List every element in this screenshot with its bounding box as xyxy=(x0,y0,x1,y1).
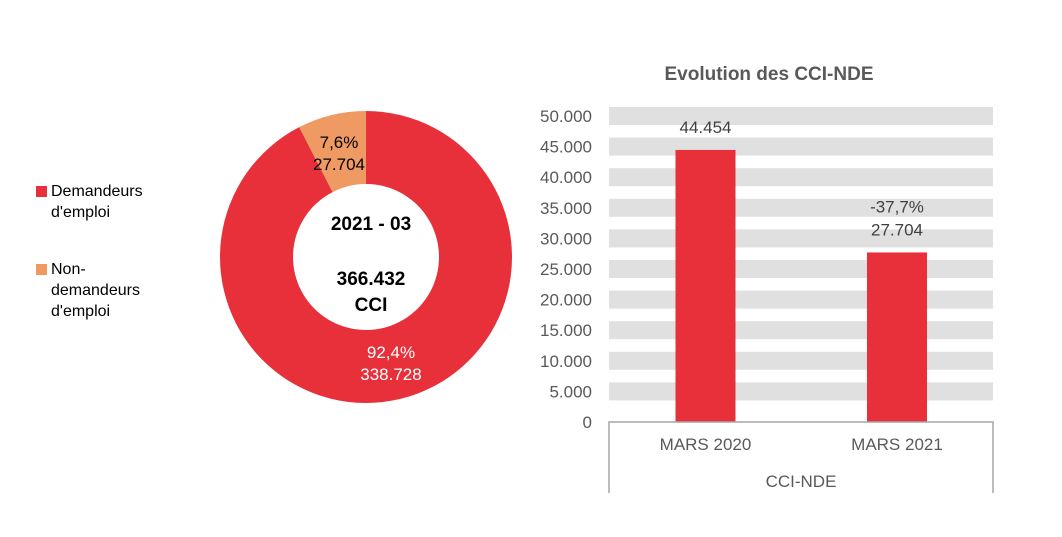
gridline-band xyxy=(609,260,993,278)
gridline-band xyxy=(609,107,993,125)
donut-center-date: 2021 - 03 xyxy=(331,214,411,235)
bar xyxy=(867,252,927,422)
y-tick-label: 40.000 xyxy=(540,168,592,187)
donut-slice xyxy=(299,111,366,193)
legend-swatch xyxy=(36,264,47,275)
legend-label: Non-demandeurs d'emploi xyxy=(51,261,140,320)
slice-percent-label: 92,4% xyxy=(367,343,415,362)
x-tick-label: MARS 2020 xyxy=(660,435,752,454)
bar-value-label: 44.454 xyxy=(680,118,732,137)
slice-percent-label: 7,6% xyxy=(320,133,359,152)
y-tick-label: 15.000 xyxy=(540,321,592,340)
y-tick-label: 35.000 xyxy=(540,199,592,218)
gridline-band xyxy=(609,351,993,370)
y-tick-label: 0 xyxy=(583,413,592,432)
gridline-band xyxy=(609,382,993,401)
gridline-band xyxy=(609,321,993,340)
gridline-band xyxy=(609,229,993,248)
slice-value-label: 27.704 xyxy=(313,155,365,174)
bar xyxy=(675,149,736,422)
donut-center-total: 366.432 xyxy=(337,269,406,290)
y-tick-label: 45.000 xyxy=(540,138,592,157)
bar-change-label: -37,7% xyxy=(870,197,924,216)
gridline-band xyxy=(609,168,993,187)
y-tick-label: 10.000 xyxy=(540,352,592,371)
y-tick-label: 50.000 xyxy=(540,107,592,126)
x-axis-line xyxy=(608,421,994,493)
y-tick-label: 30.000 xyxy=(540,229,592,248)
gridline-band xyxy=(609,290,993,309)
legend-swatch xyxy=(36,186,47,197)
bar-value-label: 27.704 xyxy=(871,220,923,239)
y-tick-label: 5.000 xyxy=(549,382,592,401)
slice-value-label: 338.728 xyxy=(360,365,421,384)
donut-center-unit: CCI xyxy=(355,295,388,316)
y-tick-label: 25.000 xyxy=(540,260,592,279)
gridline-band xyxy=(609,198,993,217)
legend-label: Demandeurs d'emploi xyxy=(51,183,143,221)
y-tick-label: 20.000 xyxy=(540,291,592,310)
gridline-band xyxy=(609,137,993,156)
x-group-label: CCI-NDE xyxy=(766,472,837,491)
chart-title: Evolution des CCI-NDE xyxy=(664,64,873,85)
donut-slice xyxy=(220,111,512,404)
x-tick-label: MARS 2021 xyxy=(851,435,943,454)
